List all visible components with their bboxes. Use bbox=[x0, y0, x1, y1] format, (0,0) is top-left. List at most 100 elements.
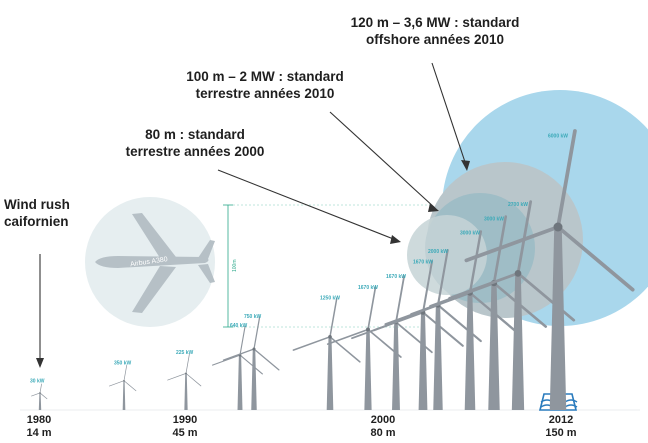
turbine-blade bbox=[556, 225, 635, 292]
turbine-blade bbox=[373, 311, 424, 332]
turbine-blade bbox=[395, 321, 433, 354]
annotation-100m-line2: terrestre années 2010 bbox=[195, 86, 335, 101]
annotation-wind-rush-line1: Wind rush bbox=[4, 197, 70, 212]
turbine-blade bbox=[556, 129, 577, 229]
height-marker-label: 100m bbox=[232, 259, 238, 272]
turbine-tower bbox=[251, 349, 257, 410]
turbine-power-label: 1670 kW bbox=[358, 285, 378, 291]
power-label-group: 30 kW 350 kW 225 kW 640 kW 750 kW 1250 kW 1670… bbox=[30, 133, 568, 384]
turbine-blade bbox=[292, 336, 331, 351]
turbine-tower bbox=[184, 373, 188, 410]
turbine bbox=[211, 325, 263, 410]
turbine-blade bbox=[395, 275, 406, 324]
turbine-power-label: 1250 kW bbox=[320, 296, 340, 302]
turbine-power-label: 3000 kW bbox=[484, 216, 504, 222]
turbine-blade bbox=[123, 365, 128, 382]
turbine-tower bbox=[549, 227, 567, 410]
turbine-blade bbox=[468, 230, 483, 295]
turbine-blade bbox=[39, 383, 42, 394]
turbine-tower bbox=[326, 336, 334, 410]
turbine-hub bbox=[366, 327, 370, 332]
turbine-power-label: 2700 kW bbox=[508, 202, 528, 208]
turbine-hub bbox=[185, 372, 187, 375]
timeline-diameter: 80 m bbox=[370, 427, 396, 439]
annotation-arrows bbox=[39, 62, 466, 360]
annotation-wind-rush: Wind rush caifornien bbox=[4, 196, 94, 230]
turbine-hub bbox=[328, 335, 332, 339]
annotation-120m-line1: 120 m – 3,6 MW : standard bbox=[350, 15, 520, 30]
turbine bbox=[31, 383, 48, 410]
timeline-year: 1990 bbox=[172, 414, 198, 426]
turbine-blade bbox=[448, 271, 520, 300]
turbine-tower bbox=[464, 292, 476, 410]
turbine-blade bbox=[222, 348, 255, 361]
timeline-diameter: 45 m bbox=[172, 427, 198, 439]
annotation-80m-line2: terrestre années 2000 bbox=[125, 144, 265, 159]
turbine-blade bbox=[422, 311, 464, 347]
timeline-year: 2000 bbox=[370, 414, 396, 426]
turbine-blade bbox=[185, 353, 190, 374]
annotation-80m: 80 m : standard terrestre années 2000 bbox=[100, 126, 290, 160]
turbine-blade bbox=[108, 380, 125, 387]
timeline-2000: 2000 80 m bbox=[358, 414, 408, 440]
turbine-blade bbox=[211, 354, 241, 366]
turbine-blade bbox=[239, 354, 263, 375]
turbine bbox=[326, 286, 402, 410]
turbine-blade bbox=[367, 286, 377, 331]
annotation-100m: 100 m – 2 MW : standard terrestre années… bbox=[170, 68, 360, 102]
timeline-1980: 1980 14 m bbox=[14, 414, 64, 440]
turbine-power-label: 640 kW bbox=[230, 323, 248, 329]
turbine-blade bbox=[39, 392, 48, 400]
timeline-diameter: 14 m bbox=[26, 427, 52, 439]
turbine-tower bbox=[122, 380, 126, 410]
turbine-tower bbox=[392, 322, 400, 410]
airplane-icon bbox=[95, 213, 215, 313]
turbine bbox=[167, 353, 202, 410]
annotation-80m-line1: 80 m : standard bbox=[145, 127, 245, 142]
turbine-blade bbox=[436, 304, 482, 343]
timeline-diameter: 150 m bbox=[545, 427, 577, 439]
turbine-tower bbox=[38, 392, 42, 410]
timeline-2012: 2012 150 m bbox=[536, 414, 586, 440]
turbine-blade bbox=[167, 373, 187, 381]
turbine-tower bbox=[364, 329, 372, 410]
turbine-blade bbox=[253, 348, 280, 371]
timeline-1990: 1990 45 m bbox=[160, 414, 210, 440]
turbine-blade bbox=[326, 328, 369, 345]
annotation-120m: 120 m – 3,6 MW : standard offshore année… bbox=[340, 14, 530, 48]
turbine-blade bbox=[464, 225, 560, 263]
timeline-year: 1980 bbox=[26, 414, 52, 426]
turbine-tower bbox=[418, 312, 428, 410]
turbine bbox=[292, 297, 361, 410]
turbine-hub bbox=[123, 379, 125, 382]
turbine-power-label: 350 kW bbox=[114, 361, 132, 367]
turbine-blade bbox=[185, 373, 202, 387]
turbine bbox=[108, 365, 137, 410]
turbine bbox=[222, 316, 280, 410]
turbine-power-label: 1670 kW bbox=[413, 260, 433, 266]
turbine-blade bbox=[31, 392, 41, 397]
turbine-blade bbox=[329, 297, 338, 338]
turbine-tower bbox=[237, 355, 243, 410]
turbine-tower bbox=[433, 305, 443, 410]
turbine-power-label: 750 kW bbox=[244, 314, 262, 320]
turbine-blade bbox=[253, 316, 261, 350]
turbine-tower bbox=[488, 283, 500, 410]
turbine-blade bbox=[436, 248, 449, 307]
turbine-power-label: 3000 kW bbox=[460, 231, 480, 237]
annotation-wind-rush-line2: caifornien bbox=[4, 214, 69, 229]
turbine-blade bbox=[422, 260, 434, 314]
turbine-power-label: 6000 kW bbox=[548, 133, 568, 139]
timeline-year: 2012 bbox=[548, 414, 574, 426]
turbine-power-label: 1670 kW bbox=[386, 274, 406, 280]
turbine bbox=[448, 200, 576, 410]
turbine-hub bbox=[514, 270, 522, 277]
turbine-tower bbox=[511, 273, 525, 410]
turbine-power-label: 225 kW bbox=[176, 350, 194, 356]
turbine-hub bbox=[252, 347, 256, 351]
turbine bbox=[464, 129, 635, 410]
turbine-power-label: 30 kW bbox=[30, 379, 45, 385]
turbine-blade bbox=[516, 271, 576, 322]
